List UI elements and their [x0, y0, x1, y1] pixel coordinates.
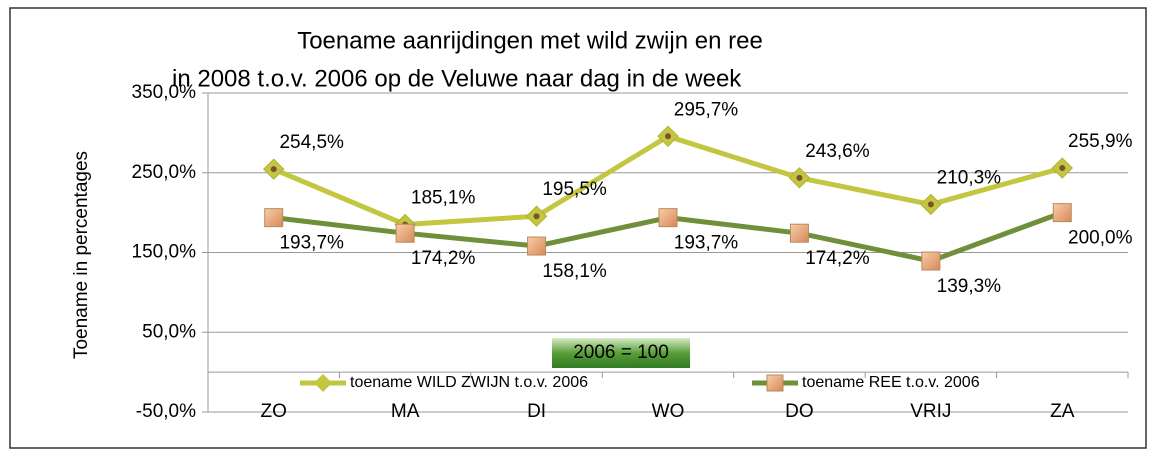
- marker: [789, 223, 809, 243]
- y-tick-label: 350,0%: [132, 82, 197, 103]
- x-tick-label: MA: [391, 401, 420, 422]
- chart-title: in 2008 t.o.v. 2006 op de Veluwe naar da…: [172, 65, 742, 92]
- annotation: 2006 = 100: [573, 342, 669, 363]
- x-tick-label: WO: [652, 401, 685, 422]
- data-label: 139,3%: [937, 276, 1002, 297]
- marker-center: [665, 133, 671, 140]
- annotation-box: [552, 338, 690, 368]
- marker: [921, 251, 941, 271]
- data-label: 210,3%: [937, 167, 1002, 188]
- marker: [658, 208, 678, 228]
- x-tick-label: VRIJ: [910, 401, 951, 422]
- marker-center: [927, 201, 934, 208]
- data-label: 195,5%: [542, 179, 607, 200]
- chart-title: Toename aanrijdingen met wild zwijn en r…: [297, 27, 763, 54]
- marker-center: [1059, 165, 1066, 172]
- x-tick-label: DI: [527, 401, 546, 422]
- marker: [1052, 203, 1072, 223]
- data-label: 193,7%: [279, 233, 344, 254]
- marker-center: [533, 213, 540, 220]
- data-label: 200,0%: [1068, 228, 1133, 249]
- legend-label: toename REE t.o.v. 2006: [802, 374, 980, 391]
- y-tick-label: 250,0%: [132, 162, 197, 183]
- data-label: 243,6%: [805, 141, 870, 162]
- legend-label: toename WILD ZWIJN t.o.v. 2006: [350, 374, 588, 391]
- y-tick-label: -50,0%: [136, 401, 196, 422]
- y-tick-label: 150,0%: [132, 242, 197, 263]
- data-label: 254,5%: [279, 132, 344, 153]
- y-tick-label: 50,0%: [142, 321, 196, 342]
- data-label: 255,9%: [1068, 131, 1133, 152]
- marker: [264, 208, 284, 228]
- marker: [527, 236, 547, 256]
- data-label: 295,7%: [674, 99, 739, 120]
- marker: [395, 223, 415, 243]
- data-label: 185,1%: [411, 188, 476, 209]
- data-label: 174,2%: [411, 248, 476, 269]
- y-axis-label: Toename in percentages: [71, 151, 92, 359]
- x-tick-label: ZA: [1050, 401, 1075, 422]
- marker-center: [796, 174, 803, 181]
- chart-frame: [9, 7, 1147, 449]
- legend-marker: [766, 374, 784, 392]
- x-tick-label: DO: [785, 401, 814, 422]
- marker-center: [270, 166, 277, 173]
- x-tick-label: ZO: [261, 401, 287, 422]
- legend-marker: [314, 374, 332, 392]
- data-label: 174,2%: [805, 248, 870, 269]
- data-label: 193,7%: [674, 233, 739, 254]
- data-label: 158,1%: [542, 261, 607, 282]
